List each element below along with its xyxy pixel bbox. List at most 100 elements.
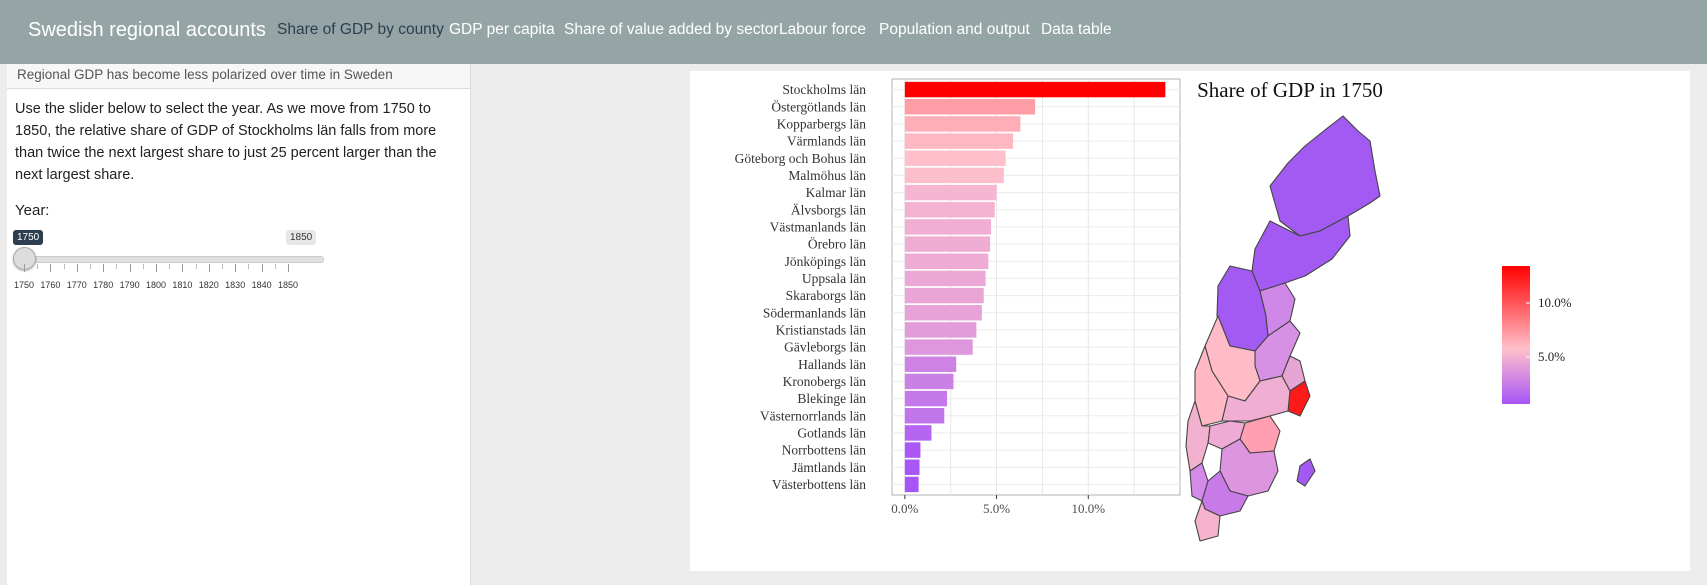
orebro-vastmanland-region	[1221, 375, 1291, 422]
chart-panel: Stockholms län Östergötlands län Kopparber…	[690, 71, 1690, 571]
tab-gdp-per-capita[interactable]: GDP per capita	[449, 21, 555, 38]
bar[interactable]	[904, 202, 995, 218]
category-label: Kronobergs län	[783, 374, 867, 389]
tab-population-and-output[interactable]: Population and output	[879, 21, 1030, 38]
bar[interactable]	[904, 339, 973, 355]
bar[interactable]	[904, 184, 997, 201]
slider-value-badge: 1750	[13, 230, 44, 245]
category-label: Västerbottens län	[772, 477, 866, 492]
slider-tick	[50, 264, 52, 272]
bar[interactable]	[904, 270, 986, 287]
halland-region	[1189, 462, 1209, 502]
slider-tick-label: 1830	[225, 280, 246, 290]
bar[interactable]	[904, 116, 1021, 132]
category-label: Blekinge län	[797, 391, 866, 406]
vasternorrland-region	[1259, 282, 1296, 337]
x-tick-label: 10.0%	[1071, 501, 1105, 516]
bar[interactable]	[904, 99, 1036, 115]
slider-tick	[208, 264, 210, 272]
bar[interactable]	[904, 476, 919, 493]
bar[interactable]	[904, 408, 945, 424]
bar[interactable]	[904, 219, 992, 235]
slider-max-badge: 1850	[286, 230, 317, 245]
description-text: Use the slider below to select the year.…	[15, 101, 437, 183]
category-label: Gotlands län	[797, 425, 866, 440]
category-label: Jämtlands län	[792, 460, 866, 475]
category-label: Kristianstads län	[776, 322, 867, 337]
bar[interactable]	[904, 442, 921, 458]
category-label: Gävleborgs län	[784, 340, 866, 355]
jonkoping-kalmar-region	[1219, 438, 1279, 497]
slider-tick-label: 1790	[119, 280, 140, 290]
slider-tick	[235, 264, 237, 272]
bar[interactable]	[904, 133, 1014, 149]
tab-data-table[interactable]: Data table	[1041, 21, 1112, 38]
kronoberg-blekinge-region	[1201, 470, 1249, 517]
slider-tick-label: 1820	[198, 280, 219, 290]
slider-tick	[288, 264, 289, 272]
bar[interactable]	[904, 167, 1004, 184]
category-label: Göteborg och Bohus län	[735, 151, 867, 166]
bar[interactable]	[904, 253, 989, 269]
category-label: Hallands län	[798, 357, 866, 372]
category-label: Kalmar län	[806, 185, 867, 200]
sidebar-panel: Regional GDP has become less polarized o…	[7, 64, 471, 585]
slider-tick	[182, 264, 184, 272]
slider-tick-label: 1780	[93, 280, 114, 290]
bar[interactable]	[904, 236, 991, 252]
bar[interactable]	[904, 322, 977, 338]
year-label: Year:	[15, 202, 50, 219]
bar[interactable]	[904, 356, 957, 372]
bar[interactable]	[904, 81, 1166, 98]
tab-share-of-gdp-by-county[interactable]: Share of GDP by county	[277, 21, 444, 38]
app-title[interactable]: Swedish regional accounts	[28, 19, 266, 41]
slider-minor-tick	[63, 264, 65, 269]
year-slider-track[interactable]	[23, 256, 324, 263]
slider-tick-label: 1760	[40, 280, 61, 290]
slider-tick-label: 1810	[172, 280, 193, 290]
category-label: Norrbottens län	[782, 443, 867, 458]
category-label: Älvsborgs län	[791, 202, 866, 217]
category-label: Stockholms län	[782, 82, 866, 97]
slider-minor-tick	[142, 264, 144, 269]
category-label: Skaraborgs län	[786, 288, 867, 303]
map-title: Share of GDP in 1750	[1197, 78, 1383, 102]
slider-tick	[156, 264, 157, 272]
slider-tick	[129, 264, 131, 272]
slider-grid: 1750 1760 1770 1780 1790 1800 1810 1820 1830 1840…	[7, 264, 470, 304]
slider-tick-label: 1770	[66, 280, 87, 290]
slider-tick-label: 1800	[145, 280, 167, 290]
skaraborg-region	[1207, 420, 1246, 450]
bar[interactable]	[904, 373, 954, 390]
bar[interactable]	[904, 150, 1006, 166]
slider-tick	[24, 264, 25, 272]
navbar: Swedish regional accounts Share of GDP b…	[0, 0, 1707, 64]
bar[interactable]	[904, 459, 920, 475]
varmland-region	[1194, 345, 1229, 427]
vasterbotten-region	[1251, 215, 1351, 292]
category-label: Uppsala län	[802, 271, 866, 286]
category-label: Malmöhus län	[788, 168, 866, 183]
sidebar-header: Regional GDP has become less polarized o…	[7, 64, 470, 89]
category-label: Jönköpings län	[785, 254, 867, 269]
x-tick-label: 5.0%	[983, 501, 1010, 516]
bar[interactable]	[904, 305, 982, 321]
bar[interactable]	[904, 390, 948, 407]
uppsala-region	[1281, 355, 1306, 392]
norrbotten-region	[1269, 115, 1381, 237]
bar[interactable]	[904, 425, 932, 441]
legend-label: 10.0%	[1538, 295, 1572, 310]
bar[interactable]	[904, 287, 984, 304]
slider-tick-label: 1850	[277, 280, 299, 290]
malmohus-kristianstad-region	[1194, 500, 1221, 542]
tab-labour-force[interactable]: Labour force	[779, 21, 867, 38]
ostergotland-region	[1239, 415, 1281, 454]
category-label: Örebro län	[808, 237, 866, 252]
category-label: Värmlands län	[787, 134, 866, 149]
category-label: Östergötlands län	[771, 99, 866, 114]
color-legend-bar	[1502, 266, 1530, 404]
slider-minor-tick	[248, 264, 250, 269]
category-label: Kopparbergs län	[777, 116, 867, 131]
slider-minor-tick	[90, 264, 91, 269]
tab-share-of-value-added[interactable]: Share of value added by sector	[564, 21, 779, 38]
